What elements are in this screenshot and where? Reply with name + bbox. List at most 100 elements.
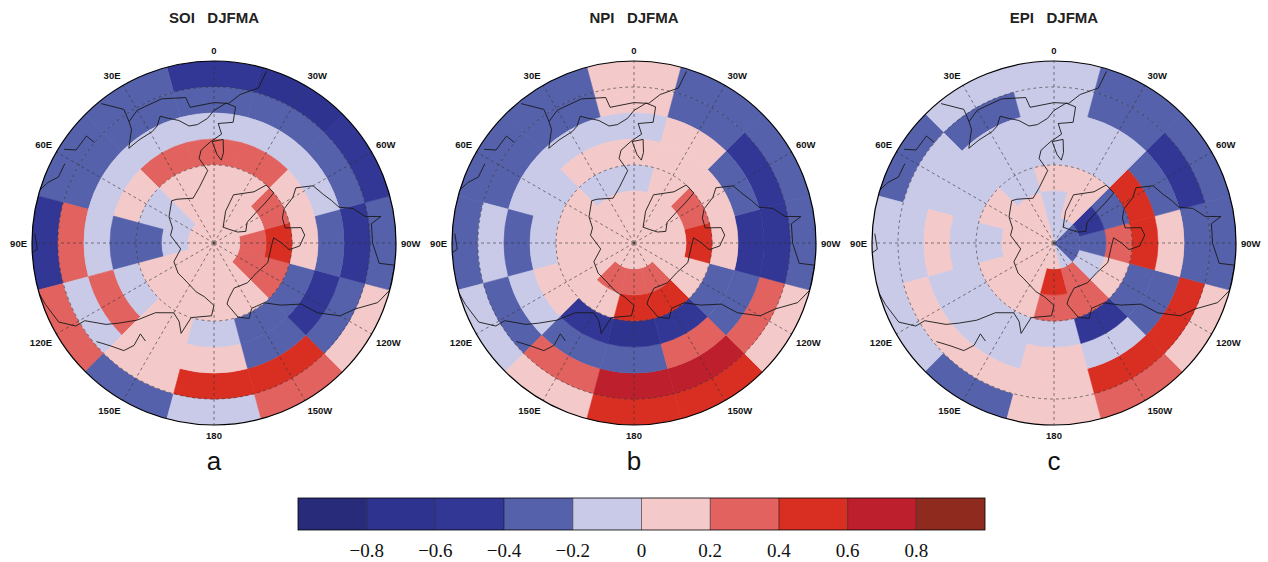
color-box bbox=[573, 498, 642, 530]
coastline bbox=[521, 103, 656, 148]
frame bbox=[452, 61, 816, 425]
color-box bbox=[298, 498, 367, 530]
tick-label: 60W bbox=[376, 139, 396, 150]
tick-label: 0 bbox=[631, 45, 636, 56]
color-tick-label: −0.8 bbox=[349, 540, 383, 561]
parallel bbox=[898, 87, 1210, 399]
color-box bbox=[710, 498, 779, 530]
coastline bbox=[517, 334, 566, 351]
meridian bbox=[1054, 243, 1055, 425]
color-box bbox=[916, 498, 985, 530]
meridian bbox=[123, 243, 214, 401]
tick-label: 180 bbox=[1046, 430, 1062, 441]
meridian bbox=[1054, 85, 1145, 243]
color-tick bbox=[504, 498, 505, 530]
tick-label: 60E bbox=[455, 139, 472, 150]
tick-label: 0 bbox=[211, 45, 216, 56]
coastline bbox=[227, 186, 395, 319]
parallel bbox=[58, 87, 370, 399]
parallel bbox=[556, 165, 712, 321]
color-tick-label: −0.2 bbox=[556, 540, 590, 561]
meridian bbox=[214, 61, 215, 243]
color-tick bbox=[435, 498, 436, 530]
cells bbox=[872, 61, 1236, 425]
tick-label: 30E bbox=[104, 70, 121, 81]
meridian bbox=[1054, 243, 1212, 334]
meridian bbox=[1054, 243, 1236, 244]
coastline bbox=[129, 71, 267, 121]
coastline bbox=[1067, 186, 1235, 319]
figure: 030E60E90E120E150E180150W120W90W60W30WSO… bbox=[0, 0, 1268, 562]
frame bbox=[872, 61, 1236, 425]
meridian bbox=[896, 243, 1054, 334]
panel: 030E60E90E120E150E180150W120W90W60W30WNP… bbox=[430, 9, 840, 476]
meridian bbox=[56, 152, 214, 243]
coastlines bbox=[27, 71, 394, 350]
color-tick-label: −0.6 bbox=[418, 540, 452, 561]
coastline bbox=[101, 103, 236, 148]
meridian bbox=[634, 152, 792, 243]
meridian bbox=[634, 243, 635, 425]
color-tick-label: 0.2 bbox=[698, 540, 722, 561]
color-tick bbox=[710, 498, 711, 530]
coastlines bbox=[447, 71, 814, 350]
tick-label: 30W bbox=[1148, 70, 1168, 81]
cell bbox=[634, 218, 652, 243]
coastline bbox=[64, 136, 94, 150]
tick-label: 60W bbox=[1216, 139, 1236, 150]
meridian bbox=[634, 243, 725, 401]
coastline bbox=[223, 185, 274, 232]
tick-label: 60E bbox=[875, 139, 892, 150]
meridian bbox=[634, 243, 792, 334]
coastline bbox=[904, 136, 934, 150]
meridian bbox=[214, 243, 305, 401]
color-tick bbox=[366, 498, 367, 530]
tick-label: 180 bbox=[206, 430, 222, 441]
cells bbox=[32, 61, 396, 425]
tick-label: 150E bbox=[518, 405, 540, 416]
meridian bbox=[1054, 152, 1212, 243]
tick-label: 90E bbox=[850, 238, 867, 249]
title: EPI DJFMA bbox=[1010, 9, 1099, 26]
coastline bbox=[643, 185, 694, 232]
color-box bbox=[642, 498, 711, 530]
meridian bbox=[32, 243, 214, 244]
tick-label: 150E bbox=[938, 405, 960, 416]
meridian bbox=[1054, 61, 1055, 243]
meridian bbox=[214, 85, 305, 243]
coastline bbox=[937, 334, 986, 351]
color-box bbox=[367, 498, 436, 530]
tick-label: 150W bbox=[1148, 405, 1173, 416]
tick-label: 0 bbox=[1051, 45, 1056, 56]
tick-label: 60W bbox=[796, 139, 816, 150]
tick-label: 150E bbox=[98, 405, 120, 416]
meridian bbox=[634, 243, 816, 244]
coastline bbox=[40, 164, 65, 190]
tick-label: 90E bbox=[430, 238, 447, 249]
tick-label: 120W bbox=[796, 337, 821, 348]
cell bbox=[214, 218, 232, 243]
color-tick bbox=[778, 498, 779, 530]
meridian bbox=[214, 152, 372, 243]
color-tick-label: 0 bbox=[637, 540, 647, 561]
tick-label: 120W bbox=[376, 337, 401, 348]
tick-label: 60E bbox=[35, 139, 52, 150]
coastline bbox=[1063, 185, 1114, 232]
meridian bbox=[634, 85, 725, 243]
meridian bbox=[963, 243, 1054, 401]
meridian bbox=[123, 85, 214, 243]
parallel bbox=[136, 165, 292, 321]
coastlines bbox=[867, 71, 1234, 350]
color-tick bbox=[572, 498, 573, 530]
coastline bbox=[969, 71, 1107, 121]
meridian bbox=[1054, 243, 1145, 401]
color-box bbox=[435, 498, 504, 530]
panel: 030E60E90E120E150E180150W120W90W60W30WEP… bbox=[850, 9, 1260, 476]
meridian bbox=[56, 243, 214, 334]
meridian bbox=[872, 243, 1054, 244]
coastline bbox=[941, 103, 1076, 148]
meridian bbox=[963, 85, 1054, 243]
panel-letter: c bbox=[1048, 446, 1061, 476]
meridian bbox=[543, 85, 634, 243]
tick-label: 30W bbox=[728, 70, 748, 81]
